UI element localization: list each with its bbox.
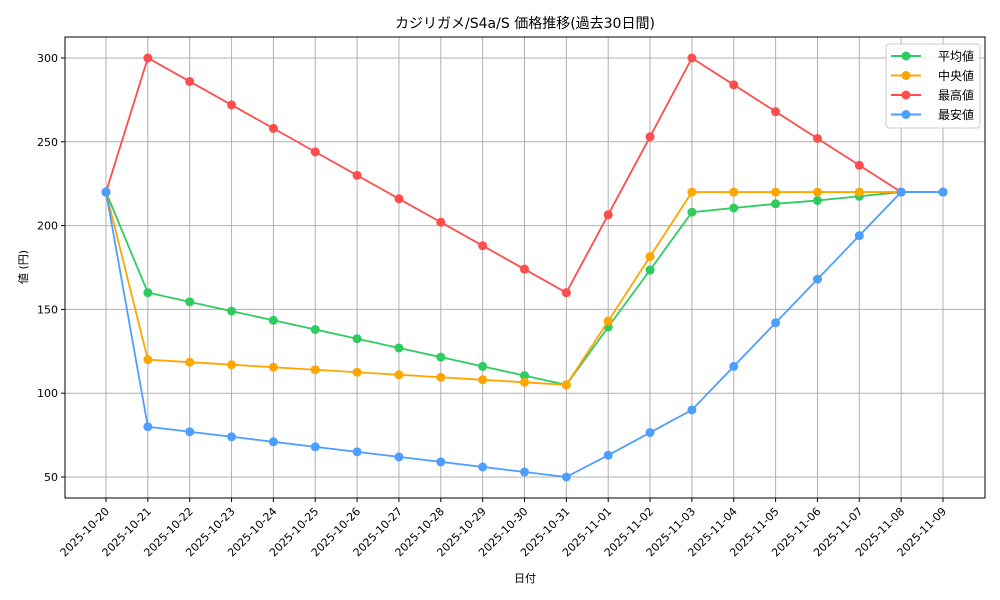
data-point-marker <box>729 203 739 213</box>
data-point-marker <box>143 288 153 298</box>
legend-marker-icon <box>901 110 911 119</box>
data-point-marker <box>729 187 739 197</box>
data-point-marker <box>310 147 320 157</box>
data-point-marker <box>603 210 613 220</box>
data-point-marker <box>645 265 655 275</box>
data-point-marker <box>603 316 613 326</box>
data-point-marker <box>394 370 404 380</box>
data-point-marker <box>227 432 237 442</box>
y-tick-label: 250 <box>37 136 58 149</box>
data-point-marker <box>687 207 697 217</box>
data-point-marker <box>143 53 153 63</box>
data-point-marker <box>352 447 362 457</box>
data-point-marker <box>436 372 446 382</box>
data-point-marker <box>812 195 822 205</box>
data-point-marker <box>310 442 320 452</box>
data-point-marker <box>436 217 446 227</box>
data-point-marker <box>854 231 864 241</box>
data-point-marker <box>729 361 739 371</box>
data-point-marker <box>771 107 781 117</box>
data-point-marker <box>561 380 571 390</box>
data-point-marker <box>185 76 195 86</box>
data-point-marker <box>227 100 237 110</box>
data-point-marker <box>854 160 864 170</box>
data-point-marker <box>268 315 278 325</box>
data-point-marker <box>812 187 822 197</box>
data-point-marker <box>394 343 404 353</box>
data-point-marker <box>143 422 153 432</box>
legend-marker-icon <box>901 51 911 61</box>
data-point-marker <box>520 264 529 274</box>
data-point-marker <box>185 357 195 367</box>
data-point-marker <box>520 371 529 381</box>
series-1 <box>101 187 948 390</box>
legend-label: 最高値 <box>938 88 974 103</box>
data-point-marker <box>310 365 320 375</box>
data-point-marker <box>812 274 822 284</box>
data-point-marker <box>854 187 864 197</box>
data-point-marker <box>938 187 948 197</box>
data-point-marker <box>185 427 195 437</box>
y-tick-label: 100 <box>37 387 58 400</box>
data-point-marker <box>185 297 195 307</box>
data-point-marker <box>771 318 781 328</box>
series-layer <box>101 53 948 482</box>
y-tick-label: 200 <box>37 220 58 233</box>
data-point-marker <box>478 241 488 251</box>
x-axis-label: 日付 <box>514 572 536 585</box>
chart-title: カジリガメ/S4a/S 価格推移(過去30日間) <box>395 16 655 32</box>
legend-label: 平均値 <box>938 49 974 64</box>
series-3 <box>101 187 948 482</box>
data-point-marker <box>394 194 404 204</box>
data-point-marker <box>268 123 278 133</box>
legend-marker-icon <box>901 90 911 100</box>
data-point-marker <box>394 452 404 462</box>
data-point-marker <box>478 462 488 472</box>
legend-marker-icon <box>901 71 911 80</box>
data-point-marker <box>771 187 781 197</box>
data-point-marker <box>227 306 237 316</box>
y-tick-label: 50 <box>44 471 58 484</box>
data-point-marker <box>143 355 153 365</box>
y-tick-label: 300 <box>37 52 58 65</box>
y-tick-label: 150 <box>37 303 58 316</box>
data-point-marker <box>687 187 697 197</box>
data-point-marker <box>436 352 446 362</box>
data-point-marker <box>603 450 613 460</box>
y-axis-label: 値 (円) <box>17 250 30 284</box>
data-point-marker <box>310 325 320 335</box>
data-point-marker <box>227 360 237 370</box>
data-point-marker <box>478 361 488 371</box>
data-point-marker <box>352 367 362 377</box>
data-point-marker <box>352 334 362 344</box>
data-point-marker <box>896 187 906 197</box>
y-axis: 50 100 150 200 250 300 <box>37 52 65 484</box>
data-point-marker <box>645 428 655 438</box>
data-point-marker <box>687 405 697 415</box>
data-point-marker <box>520 377 529 387</box>
data-point-marker <box>645 132 655 142</box>
data-point-marker <box>561 472 571 482</box>
data-point-marker <box>101 187 111 197</box>
data-point-marker <box>729 80 739 90</box>
data-point-marker <box>812 133 822 143</box>
data-point-marker <box>771 199 781 209</box>
data-point-marker <box>352 170 362 180</box>
data-point-marker <box>268 362 278 372</box>
data-point-marker <box>645 252 655 262</box>
legend-label: 最安値 <box>938 107 974 122</box>
data-point-marker <box>436 457 446 467</box>
data-point-marker <box>561 288 571 298</box>
data-point-marker <box>268 437 278 447</box>
data-point-marker <box>478 375 488 385</box>
legend-box <box>885 43 981 129</box>
legend-label: 中央値 <box>938 68 974 83</box>
data-point-marker <box>687 53 697 63</box>
x-axis: 2025-10-202025-10-212025-10-222025-10-23… <box>58 498 949 559</box>
data-point-marker <box>520 467 529 477</box>
